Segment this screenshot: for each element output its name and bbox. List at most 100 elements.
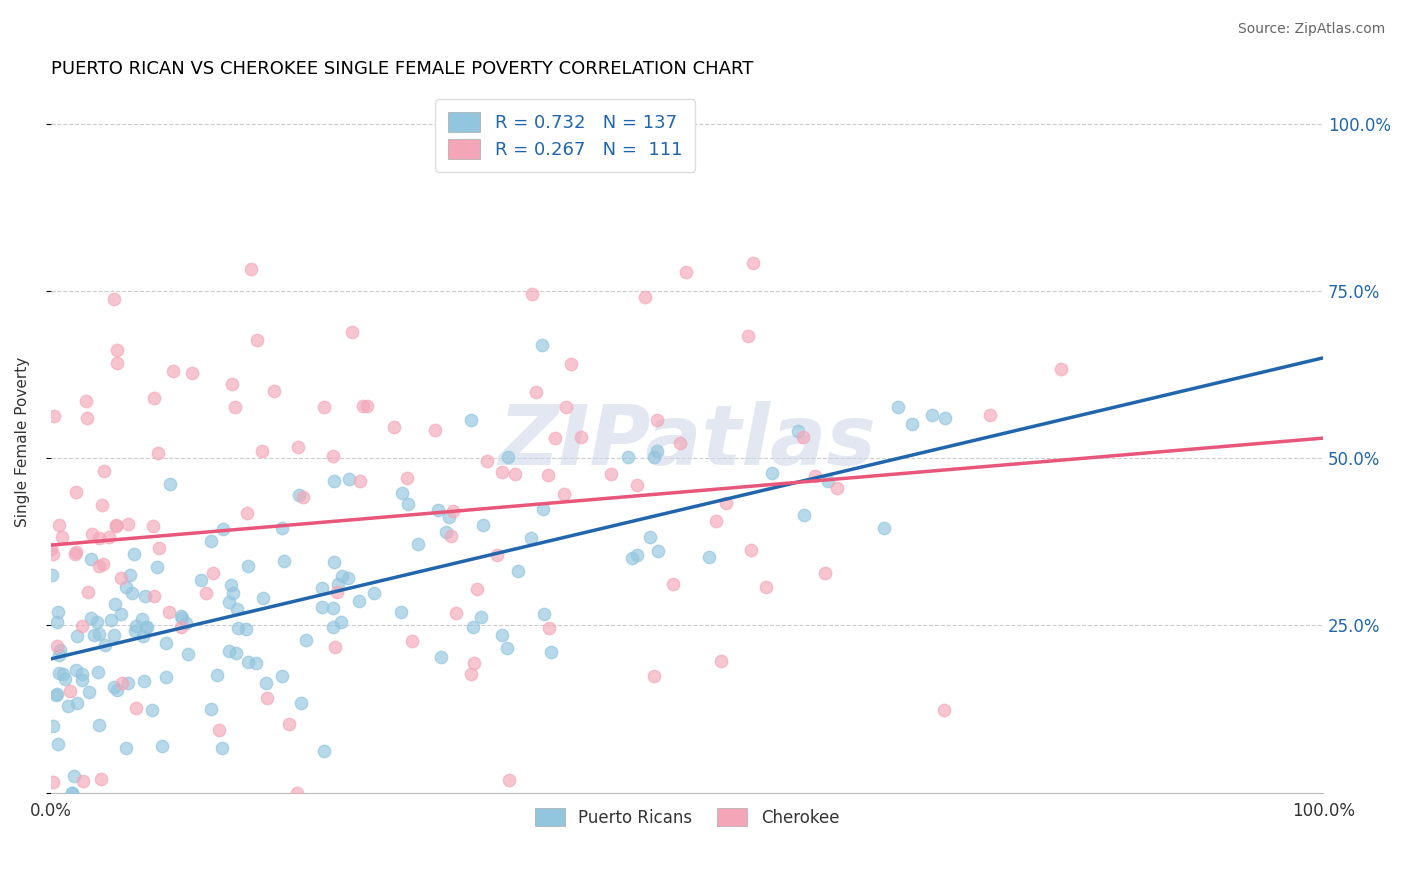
Point <box>531 501 554 516</box>
Point <box>446 607 468 621</box>
Y-axis label: Single Female Poverty: Single Female Poverty <box>15 356 30 526</box>
Point <box>172 611 194 625</box>
Point <box>221 377 243 392</box>
Point <box>89 717 111 731</box>
Point <box>236 506 259 520</box>
Point <box>134 674 156 689</box>
Point <box>825 481 848 495</box>
Point <box>872 521 894 535</box>
Point <box>117 676 139 690</box>
Point <box>460 413 482 427</box>
Point <box>312 400 335 414</box>
Point <box>131 612 153 626</box>
Point <box>110 607 132 621</box>
Point <box>271 669 294 683</box>
Point <box>389 605 412 619</box>
Point <box>645 413 668 427</box>
Point <box>170 608 193 623</box>
Point <box>70 667 93 681</box>
Point <box>62 786 84 800</box>
Point <box>491 627 513 641</box>
Point <box>326 576 349 591</box>
Point <box>537 467 560 482</box>
Point <box>356 399 378 413</box>
Point <box>792 430 814 444</box>
Point <box>538 621 561 635</box>
Point <box>176 647 198 661</box>
Point <box>505 467 527 481</box>
Point <box>569 430 592 444</box>
Point <box>498 772 520 787</box>
Point <box>65 629 87 643</box>
Point <box>200 533 222 548</box>
Point <box>55 673 77 687</box>
Point <box>59 683 82 698</box>
Point <box>290 696 312 710</box>
Point <box>709 654 731 668</box>
Point <box>761 467 783 481</box>
Point <box>87 665 110 679</box>
Point <box>98 530 121 544</box>
Point <box>322 449 344 463</box>
Point <box>117 516 139 531</box>
Point <box>170 619 193 633</box>
Point <box>142 519 165 533</box>
Point <box>42 547 65 561</box>
Text: PUERTO RICAN VS CHEROKEE SINGLE FEMALE POVERTY CORRELATION CHART: PUERTO RICAN VS CHEROKEE SINGLE FEMALE P… <box>51 60 754 78</box>
Point <box>87 627 110 641</box>
Point <box>531 337 554 351</box>
Point <box>277 717 299 731</box>
Point <box>252 591 274 605</box>
Point <box>45 686 67 700</box>
Point <box>103 680 125 694</box>
Point <box>256 691 278 706</box>
Point <box>520 286 543 301</box>
Point <box>540 645 562 659</box>
Point <box>245 657 267 671</box>
Point <box>292 490 315 504</box>
Point <box>94 638 117 652</box>
Point <box>65 663 87 677</box>
Point <box>90 772 112 787</box>
Point <box>104 519 127 533</box>
Point <box>472 518 495 533</box>
Point <box>224 400 246 414</box>
Point <box>638 529 661 543</box>
Point <box>124 619 146 633</box>
Point <box>218 594 240 608</box>
Point <box>401 634 423 648</box>
Point <box>626 548 648 562</box>
Point <box>979 408 1001 422</box>
Point <box>470 610 492 624</box>
Point <box>39 541 62 556</box>
Point <box>322 620 344 634</box>
Point <box>496 450 519 464</box>
Point <box>201 566 224 581</box>
Point <box>115 741 138 756</box>
Point <box>93 464 115 478</box>
Point <box>460 667 482 681</box>
Point <box>211 741 233 756</box>
Point <box>643 668 665 682</box>
Point <box>66 696 89 710</box>
Point <box>240 262 263 277</box>
Point <box>704 515 727 529</box>
Point <box>294 632 316 647</box>
Point <box>100 613 122 627</box>
Point <box>382 420 405 434</box>
Point <box>89 532 111 546</box>
Point <box>363 586 385 600</box>
Point <box>105 682 128 697</box>
Point <box>45 688 67 702</box>
Point <box>323 474 346 488</box>
Point <box>463 656 485 670</box>
Point <box>427 502 450 516</box>
Point <box>76 411 98 425</box>
Point <box>155 636 177 650</box>
Point <box>222 585 245 599</box>
Point <box>755 580 778 594</box>
Point <box>155 670 177 684</box>
Point <box>200 702 222 716</box>
Point <box>122 547 145 561</box>
Point <box>921 409 943 423</box>
